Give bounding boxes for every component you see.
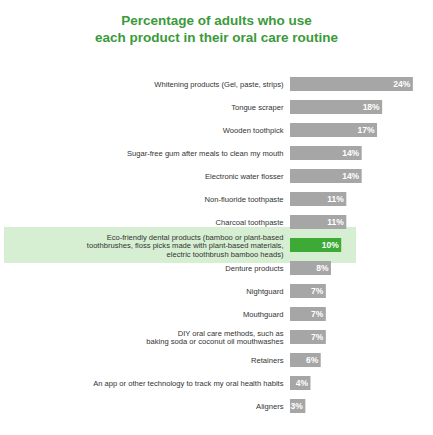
svg-text:Retainers: Retainers [251, 356, 284, 365]
svg-text:7%: 7% [311, 309, 324, 319]
svg-text:Nightguard: Nightguard [246, 287, 283, 296]
svg-text:6%: 6% [306, 355, 319, 365]
svg-text:Electronic water flosser: Electronic water flosser [205, 172, 284, 181]
svg-text:Mouthguard: Mouthguard [243, 310, 284, 319]
svg-text:10%: 10% [322, 240, 339, 250]
svg-text:Wooden toothpick: Wooden toothpick [223, 126, 284, 135]
svg-text:3%: 3% [291, 401, 304, 411]
svg-text:17%: 17% [358, 125, 375, 135]
svg-text:14%: 14% [342, 148, 359, 158]
svg-text:14%: 14% [342, 171, 359, 181]
svg-text:Aligners: Aligners [256, 402, 284, 411]
svg-text:DIY oral care methods, such as: DIY oral care methods, such asbaking sod… [146, 329, 283, 347]
svg-text:Whitening products (Gel, paste: Whitening products (Gel, paste, strips) [154, 80, 284, 89]
svg-text:Tongue scraper: Tongue scraper [231, 103, 284, 112]
svg-text:11%: 11% [327, 194, 344, 204]
svg-text:Eco-friendly dental products (: Eco-friendly dental products (bamboo or … [87, 233, 284, 259]
svg-text:Charcoal toothpaste: Charcoal toothpaste [216, 218, 284, 227]
svg-text:11%: 11% [327, 217, 344, 227]
svg-text:7%: 7% [311, 286, 324, 296]
svg-text:8%: 8% [316, 263, 329, 273]
svg-text:7%: 7% [311, 332, 324, 342]
svg-text:Denture products: Denture products [225, 264, 283, 273]
svg-text:18%: 18% [363, 102, 380, 112]
svg-text:An app or other technology to: An app or other technology to track my o… [93, 379, 284, 388]
svg-text:24%: 24% [393, 79, 410, 89]
svg-text:Non-fluoride toothpaste: Non-fluoride toothpaste [205, 195, 284, 204]
html-text:Percentage of adults who use e: Percentage of adults who use each produc… [95, 13, 338, 45]
svg-text:4%: 4% [296, 378, 309, 388]
svg-text:Sugar-free gum after meals to: Sugar-free gum after meals to clean my m… [127, 149, 284, 158]
